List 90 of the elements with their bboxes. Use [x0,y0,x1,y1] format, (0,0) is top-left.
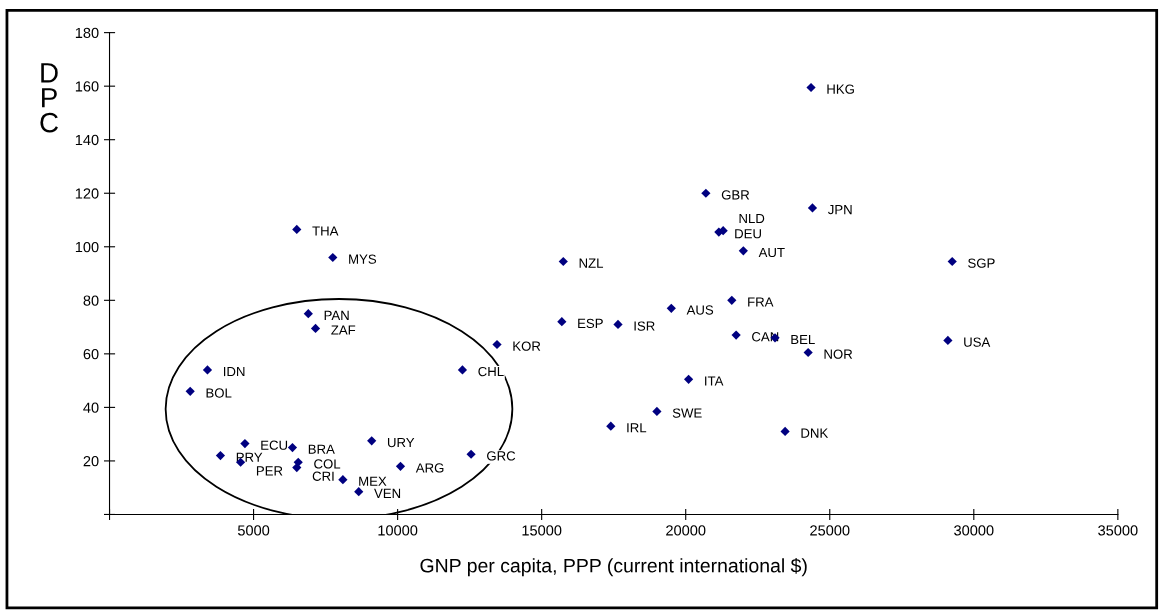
annotation: SWE [672,408,702,418]
annotation: THA [312,226,339,236]
annotation: BEL [791,334,815,344]
point [310,323,321,334]
point [328,252,338,263]
y-tick-label: 40 [83,402,99,413]
point [943,335,953,346]
annotation: ISR [634,321,655,331]
point [807,203,818,213]
y-tick-label: 100 [75,241,99,253]
x-tick-label: 15000 [522,525,562,536]
point [466,449,476,459]
annotation: KOR [513,341,541,351]
annotation: MYS [349,254,377,264]
point [613,319,623,330]
annotation: IDN [223,367,245,377]
annotation: ARG [415,463,444,473]
point [338,475,348,485]
y-tick-label: 160 [75,81,99,92]
annotation: COL [314,459,341,469]
point [652,406,662,417]
point [202,365,213,375]
point [185,386,195,396]
x-tick-label: 10000 [378,525,418,536]
annotation: FRA [748,297,774,307]
point [683,374,694,384]
x-tick-label: 20000 [666,525,706,536]
annotation: ECU [261,440,288,450]
annotation: URY [387,437,415,448]
annotation: VEN [374,488,401,498]
annotation: NZL [579,258,604,268]
point [287,442,298,453]
y-tick-label: 180 [75,27,99,39]
annotation: GRC [487,451,516,461]
annotation: DEU [735,229,761,239]
point [780,426,790,437]
annotation: CHL [478,366,504,377]
x-axis-title: GNP per capita, PPP (current international $) [420,557,807,577]
point [606,421,616,431]
annotation: SGP [968,258,995,268]
annotation: GBR [721,190,750,200]
point [558,256,568,267]
point [806,82,816,93]
annotation: USA [964,337,991,347]
y-tick-label: 80 [83,295,99,306]
point [354,487,364,497]
annotation: ITA [705,376,724,386]
y-axis-title: DPC [40,63,58,133]
annotation: BOL [206,388,232,398]
point [457,365,468,375]
point [240,438,250,449]
annotation: HKG [827,84,854,94]
annotation: IRL [627,423,647,433]
y-tick-label: 120 [75,188,99,199]
annotation: JPN [827,205,852,215]
point [292,224,302,234]
annotation: PER [256,466,283,476]
annotation: NLD [739,213,765,224]
y-tick-label: 60 [83,348,99,360]
x-tick-label: 30000 [954,525,994,536]
point [303,309,313,319]
annotation: ZAF [331,325,356,335]
point [803,347,813,358]
point [492,339,502,350]
point [557,317,567,327]
annotation: CRI [312,471,334,481]
annotation: AUT [758,247,785,258]
annotation: AUS [686,305,714,315]
y-tick-label: 20 [83,456,99,467]
point [947,256,957,267]
annotation: DNK [801,428,829,438]
point [292,463,302,473]
annotation: MEX [359,476,387,486]
point [395,461,406,471]
annotation: PAN [324,310,349,320]
x-tick-label: 25000 [810,525,850,536]
y-tick-label: 140 [75,134,99,146]
point [731,330,741,340]
point [738,246,748,256]
point [666,303,676,313]
x-tick-label: 5000 [237,525,270,536]
point [367,436,377,446]
point [701,188,711,198]
annotation: PRY [236,452,263,462]
point [727,295,737,305]
x-tick-label: 35000 [1098,525,1138,536]
annotation: NOR [824,349,853,359]
point [215,450,226,461]
annotation: BRA [308,444,335,454]
annotation: ESP [578,318,603,329]
